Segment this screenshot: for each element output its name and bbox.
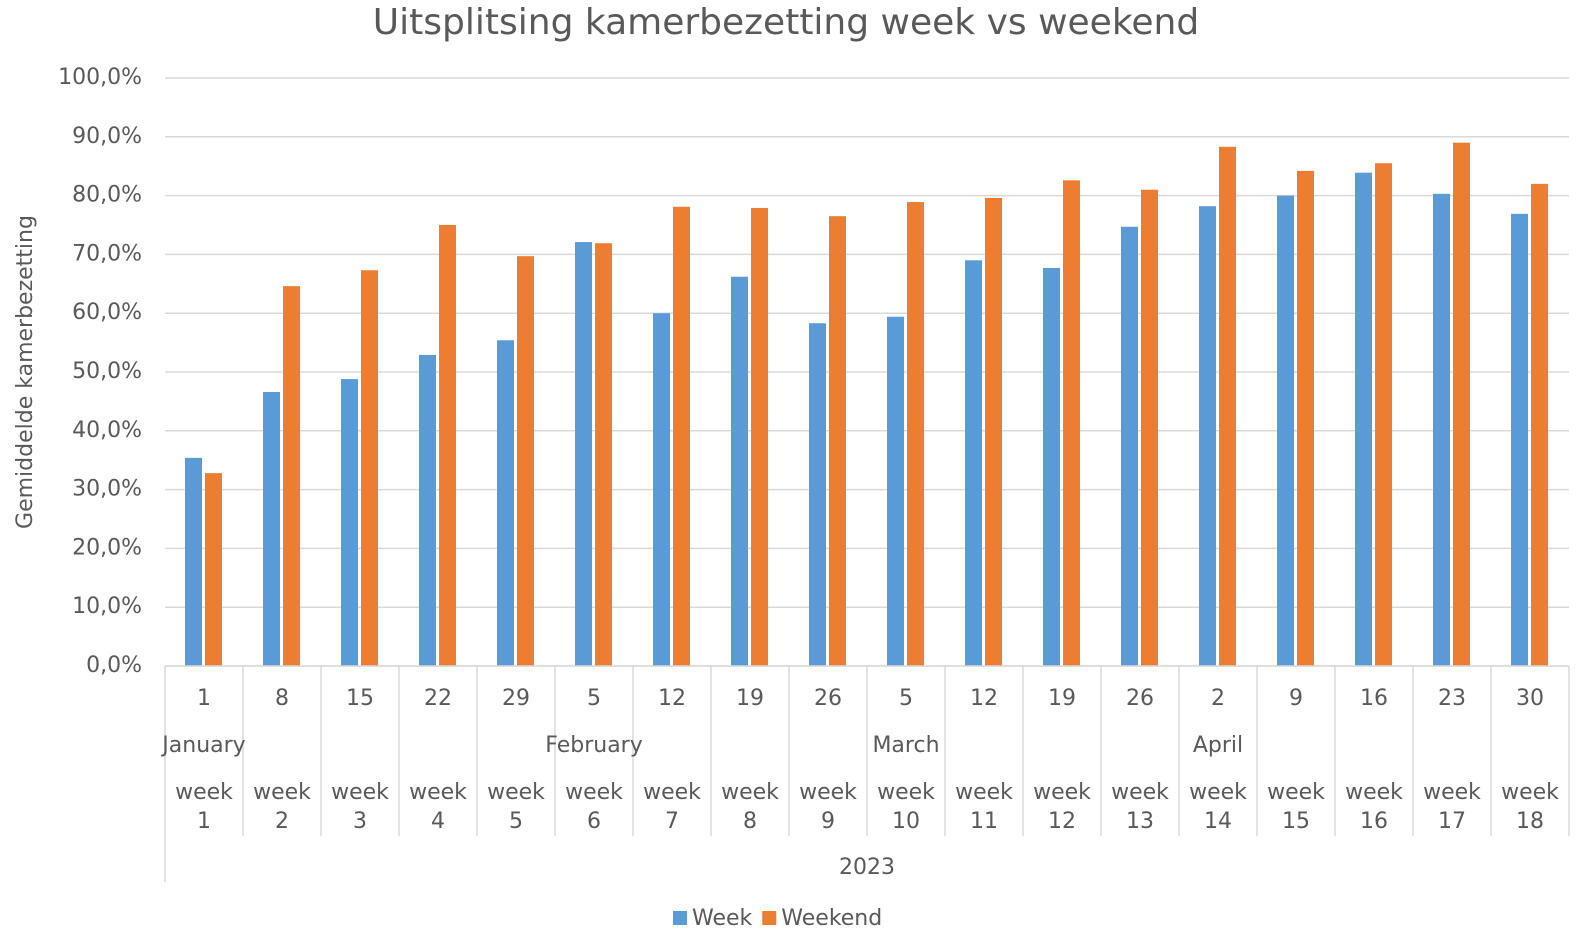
month-label: April	[1193, 733, 1243, 758]
y-axis-label: Gemiddelde kamerbezetting	[13, 215, 38, 529]
bar	[1043, 267, 1060, 666]
bar	[1297, 170, 1314, 667]
bar	[497, 340, 514, 666]
x-tick-label: 26	[814, 686, 842, 711]
x-tick-label: 16	[1360, 686, 1388, 711]
bar	[1063, 180, 1080, 666]
bar	[283, 286, 300, 666]
week-label: week 4	[409, 780, 467, 834]
week-label: week 7	[643, 780, 701, 834]
bar	[575, 242, 592, 666]
x-tick-label: 19	[736, 686, 764, 711]
bar	[809, 323, 826, 666]
bar	[517, 256, 534, 666]
bar	[1355, 172, 1372, 666]
y-tick-label: 30,0%	[72, 477, 142, 502]
bar	[419, 354, 436, 666]
bar	[205, 473, 222, 666]
bar	[1219, 146, 1236, 666]
x-tick-label: 12	[658, 686, 686, 711]
week-label: week 15	[1267, 780, 1325, 834]
y-tick-label: 80,0%	[72, 183, 142, 208]
bar	[1277, 195, 1294, 666]
bar	[1433, 193, 1450, 666]
legend-label: Week	[692, 906, 753, 931]
week-label: week 1	[175, 780, 233, 834]
week-label: week 5	[487, 780, 545, 834]
week-label: week 2	[253, 780, 311, 834]
x-tick-label: 26	[1126, 686, 1154, 711]
bar	[731, 276, 748, 666]
y-tick-label: 50,0%	[72, 359, 142, 384]
week-label: week 12	[1033, 780, 1091, 834]
x-tick-label: 2	[1211, 686, 1225, 711]
y-tick-label: 40,0%	[72, 418, 142, 443]
legend-label: Weekend	[781, 906, 882, 931]
bar	[907, 202, 924, 666]
chart-title: Uitsplitsing kamerbezetting week vs week…	[373, 2, 1199, 43]
week-label: week 10	[877, 780, 935, 834]
x-tick-label: 12	[970, 686, 998, 711]
bar	[965, 260, 982, 666]
week-label: week 9	[799, 780, 857, 834]
bar	[673, 206, 690, 666]
bar	[751, 207, 768, 666]
bar	[1453, 142, 1470, 666]
x-tick-label: 23	[1438, 686, 1466, 711]
legend-swatch	[673, 911, 687, 925]
year-label: 2023	[839, 855, 895, 880]
bar	[1121, 226, 1138, 666]
bar	[1199, 206, 1216, 666]
bar	[595, 243, 612, 666]
week-label: week 13	[1111, 780, 1169, 834]
week-label: week 6	[565, 780, 623, 834]
bar	[185, 457, 202, 666]
bar	[439, 225, 456, 666]
bar	[1531, 183, 1548, 666]
bar	[341, 379, 358, 666]
legend-swatch	[762, 911, 777, 925]
bar	[887, 316, 904, 666]
x-tick-label: 29	[502, 686, 530, 711]
bar	[1511, 213, 1528, 666]
x-tick-label: 15	[346, 686, 374, 711]
bar	[985, 197, 1002, 666]
bar	[653, 313, 670, 666]
week-label: week 11	[955, 780, 1013, 834]
y-tick-label: 10,0%	[72, 594, 142, 619]
x-tick-label: 5	[899, 686, 913, 711]
x-tick-label: 1	[197, 686, 211, 711]
month-label: March	[872, 733, 939, 758]
y-tick-label: 60,0%	[72, 300, 142, 325]
month-label: January	[160, 733, 245, 758]
x-tick-label: 8	[275, 686, 289, 711]
bar	[361, 270, 378, 666]
x-tick-label: 22	[424, 686, 452, 711]
x-tick-label: 9	[1289, 686, 1303, 711]
x-tick-label: 5	[587, 686, 601, 711]
month-label: February	[545, 733, 643, 758]
week-label: week 14	[1189, 780, 1247, 834]
y-tick-label: 100,0%	[58, 65, 142, 90]
week-label: week 8	[721, 780, 779, 834]
y-tick-label: 20,0%	[72, 535, 142, 560]
bar	[1141, 189, 1158, 666]
y-tick-label: 0,0%	[86, 653, 142, 678]
week-label: week 16	[1345, 780, 1403, 834]
x-tick-label: 19	[1048, 686, 1076, 711]
week-label: week 3	[331, 780, 389, 834]
x-tick-label: 30	[1516, 686, 1544, 711]
y-tick-label: 90,0%	[72, 124, 142, 149]
y-tick-label: 70,0%	[72, 241, 142, 266]
week-label: week 18	[1501, 780, 1559, 834]
bar	[1375, 163, 1392, 666]
bar	[263, 391, 280, 666]
week-label: week 17	[1423, 780, 1481, 834]
bar	[829, 216, 846, 666]
